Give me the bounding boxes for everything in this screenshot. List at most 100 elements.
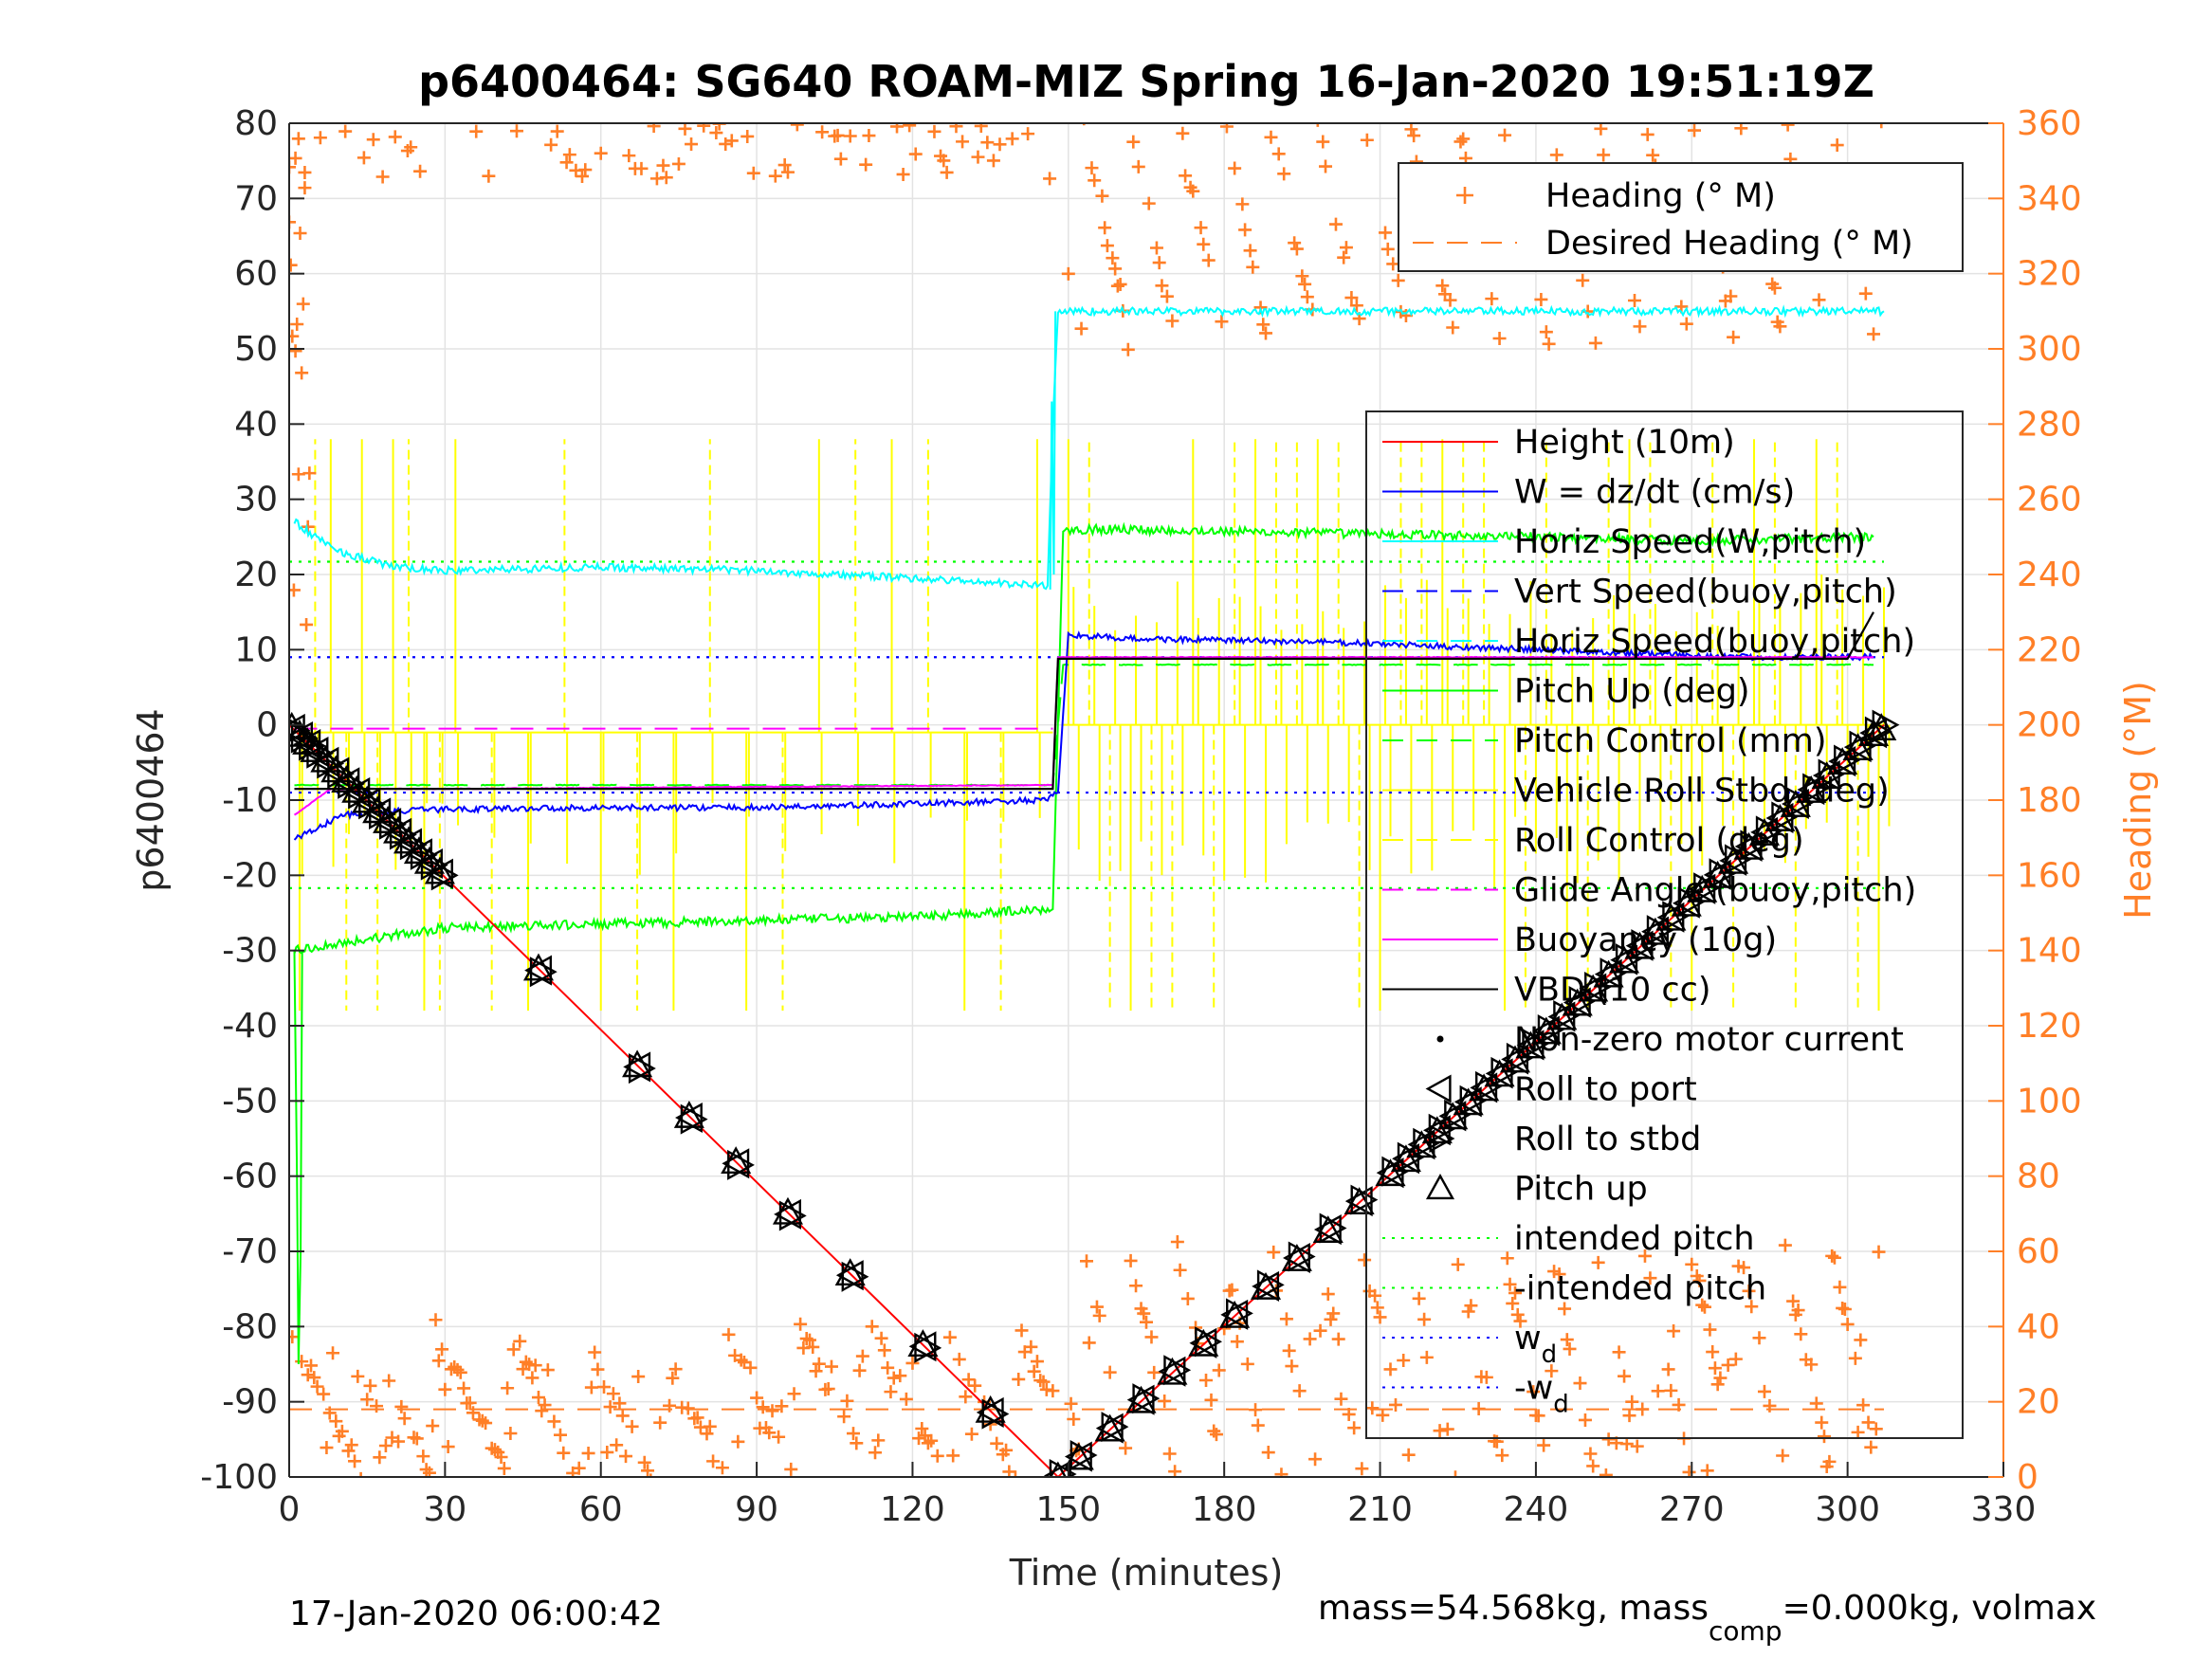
- legend-heading-entry-0: Heading (° M): [1456, 177, 1776, 215]
- legend-main-label-1: W = dz/dt (cm/s): [1514, 474, 1795, 512]
- legend-main-entry-1: W = dz/dt (cm/s): [1382, 474, 1795, 512]
- legend-main-label-12: Non-zero motor current: [1514, 1021, 1904, 1059]
- legend-main-entry-15: Pitch up: [1425, 1171, 1648, 1209]
- legend-main-label-10: Buoyancy (10g): [1514, 921, 1777, 959]
- y2-tick-label-10: 200: [2017, 706, 2082, 745]
- y-tick-label-6: -40: [222, 1007, 278, 1046]
- y-axis-label: p6400464: [130, 708, 172, 891]
- legend-main-box: [1365, 410, 1964, 1439]
- legend-main-label-14: Roll to stbd: [1514, 1121, 1701, 1158]
- x-axis-label: Time (minutes): [1009, 1552, 1284, 1594]
- y2-tick-label-14: 280: [2017, 405, 2082, 444]
- x-tick-label-0: 0: [279, 1490, 301, 1529]
- x-tick-label-11: 330: [1971, 1490, 2037, 1529]
- y2-tick-label-13: 260: [2017, 481, 2082, 520]
- legend-heading-entry-1: Desired Heading (° M): [1413, 225, 1913, 263]
- series-w-dz-dt-cm-s-: [293, 630, 1874, 841]
- legend-main-entry-3: Vert Speed(buoy,pitch): [1382, 574, 1897, 611]
- x-tick-label-10: 300: [1815, 1490, 1880, 1529]
- legend-heading-label-0: Heading (° M): [1545, 177, 1776, 215]
- y2-tick-label-8: 160: [2017, 856, 2082, 895]
- legend-main-entry-11: VBD (10 cc): [1382, 972, 1711, 1010]
- footer-mass: mass=54.568kg, masscomp=0.000kg, volmax: [1318, 1589, 2096, 1647]
- y2-tick-label-16: 320: [2017, 255, 2082, 294]
- y2-tick-label-2: 40: [2017, 1307, 2060, 1346]
- x-tick-label-9: 270: [1659, 1490, 1725, 1529]
- legend-main-entry-2: Horiz Speed(W,pitch): [1382, 523, 1866, 561]
- legend-main-entry-12: Non-zero motor current: [1436, 1021, 1904, 1059]
- y-tick-label-2: -80: [222, 1307, 278, 1346]
- x-tick-label-2: 60: [579, 1490, 623, 1529]
- y2-tick-label-1: 20: [2017, 1383, 2060, 1422]
- y2-tick-label-4: 80: [2017, 1158, 2060, 1196]
- y-tick-label-8: -20: [222, 856, 278, 895]
- pitch-roll-markers: [289, 709, 1900, 1477]
- series-vbd-10-cc-: [294, 611, 1874, 791]
- y2-tick-label-15: 300: [2017, 330, 2082, 369]
- legend-main-label-18: wd: [1514, 1320, 1557, 1369]
- legend-main-label-19: -wd: [1514, 1370, 1569, 1419]
- legend-main-entry-0: Height (10m): [1382, 424, 1735, 462]
- legend-main-entry-8: Roll Control (deg): [1382, 822, 1804, 860]
- legend-main-entry-18: wd: [1382, 1320, 1557, 1369]
- legend-main-label-11: VBD (10 cc): [1514, 972, 1711, 1010]
- legend-main-label-15: Pitch up: [1514, 1171, 1648, 1209]
- legend-main-entry-19: -wd: [1382, 1370, 1569, 1419]
- y2-tick-label-0: 0: [2017, 1458, 2038, 1497]
- series-pitch-control-mm-: [294, 663, 1874, 787]
- legend-main-entry-5: Pitch Up (deg): [1382, 673, 1750, 711]
- series-pitch-up-deg-: [293, 521, 1874, 955]
- y-tick-label-11: 10: [234, 630, 278, 669]
- y-tick-label-3: -70: [222, 1232, 278, 1271]
- legend-main-label-0: Height (10m): [1514, 424, 1735, 462]
- y-tick-label-10: 0: [256, 706, 278, 745]
- y-tick-label-7: -30: [222, 932, 278, 971]
- legend-main-label-5: Pitch Up (deg): [1514, 673, 1750, 711]
- legend-main-label-7: Vehicle Roll Stbd (deg): [1514, 773, 1890, 811]
- y2-tick-label-3: 60: [2017, 1232, 2060, 1271]
- x-tick-label-8: 240: [1504, 1490, 1569, 1529]
- data-layer: [289, 123, 1900, 1477]
- y-tick-label-18: 80: [234, 104, 278, 143]
- footer-mass-suffix: =0.000kg, volmax: [1782, 1589, 2097, 1628]
- footer-timestamp: 17-Jan-2020 06:00:42: [289, 1595, 663, 1633]
- y2-tick-label-5: 100: [2017, 1082, 2082, 1121]
- legend-main-label-16: intended pitch: [1514, 1220, 1755, 1258]
- x-tick-label-5: 150: [1035, 1490, 1101, 1529]
- legend-main-entry-17: -intended pitch: [1382, 1270, 1766, 1308]
- legend-main-label-8: Roll Control (deg): [1514, 822, 1804, 860]
- y-tick-label-5: -50: [222, 1082, 278, 1121]
- y-tick-label-17: 70: [234, 179, 278, 218]
- y-tick-label-4: -60: [222, 1158, 278, 1196]
- y2-tick-label-6: 120: [2017, 1007, 2082, 1046]
- legend-heading-box: [1398, 162, 1964, 272]
- legend-main: Height (10m) W = dz/dt (cm/s) Horiz Speed(…: [1365, 410, 1964, 1439]
- legend-main-entry-7: Vehicle Roll Stbd (deg): [1382, 773, 1890, 811]
- y2-tick-label-17: 340: [2017, 179, 2082, 218]
- legend-main-entry-9: Glide Angle (buoy,pitch): [1382, 872, 1916, 910]
- x-ticks: 0 30 60 90 120 150 180 210 240 270 300 330: [279, 1462, 2037, 1529]
- legend-main-entry-13: Roll to port: [1425, 1071, 1697, 1109]
- x-tick-label-1: 30: [423, 1490, 466, 1529]
- x-tick-label-7: 210: [1347, 1490, 1413, 1529]
- legend-heading: Heading (° M) Desired Heading (° M): [1398, 162, 1964, 272]
- footer-mass-sub: comp: [1709, 1615, 1782, 1647]
- y-tick-label-12: 20: [234, 556, 278, 594]
- legend-main-label-2: Horiz Speed(W,pitch): [1514, 523, 1866, 561]
- y2-tick-label-12: 240: [2017, 556, 2082, 594]
- legend-main-label-4: Horiz Speed(buoy,pitch): [1514, 623, 1915, 661]
- legend-main-label-3: Vert Speed(buoy,pitch): [1514, 574, 1897, 611]
- y-tick-label-9: -10: [222, 781, 278, 820]
- legend-main-entry-14: Roll to stbd: [1429, 1121, 1701, 1158]
- x-tick-label-6: 180: [1192, 1490, 1257, 1529]
- series-height: [289, 723, 1885, 1477]
- legend-main-entry-10: Buoyancy (10g): [1382, 921, 1777, 959]
- y-tick-label-15: 50: [234, 330, 278, 369]
- x-tick-label-3: 90: [735, 1490, 778, 1529]
- y2-ticks: 0 20 40 60 80 100 120 140 160 180 200 220 240 260 280 3…: [1988, 104, 2082, 1497]
- y2-tick-label-9: 180: [2017, 781, 2082, 820]
- y-tick-label-0: -100: [200, 1458, 278, 1497]
- y2-axis-label: Heading (°M): [2117, 681, 2159, 920]
- y-ticks: -100-90-80-70-60-50-40-30-20-10010203040…: [200, 104, 304, 1497]
- legend-main-entry-16: intended pitch: [1382, 1220, 1755, 1258]
